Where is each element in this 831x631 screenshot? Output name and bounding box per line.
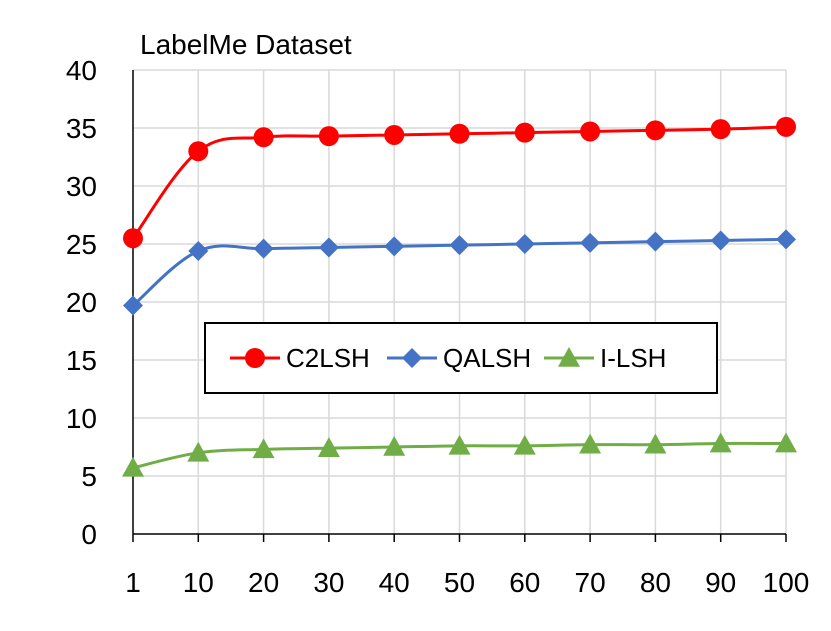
data-point-diamond xyxy=(514,234,535,254)
chart-title: LabelMe Dataset xyxy=(140,29,352,60)
data-point-triangle xyxy=(317,437,340,457)
data-point-diamond xyxy=(645,231,666,252)
x-tick-label: 30 xyxy=(313,567,344,598)
legend-label: C2LSH xyxy=(286,343,370,373)
y-tick-label: 35 xyxy=(66,113,97,144)
data-point-triangle xyxy=(122,456,144,477)
data-point-circle xyxy=(514,122,535,143)
x-tick-labels: 1 10 20 30 40 50 60 70 80 90 100 xyxy=(125,567,809,598)
data-point-diamond xyxy=(580,232,601,253)
data-point-circle xyxy=(776,116,796,137)
legend-marker xyxy=(402,348,422,368)
legend: C2LSH QALSH I-LSH xyxy=(204,322,718,394)
x-tick-label: 20 xyxy=(248,567,279,598)
data-point-diamond xyxy=(776,229,796,250)
x-tick-label: 50 xyxy=(444,567,475,598)
y-tick-label: 0 xyxy=(81,519,97,550)
y-tick-label: 20 xyxy=(66,287,97,318)
x-tick-label: 60 xyxy=(509,567,540,598)
data-point-circle xyxy=(384,124,405,145)
data-point-diamond xyxy=(253,238,274,259)
legend-item-i-lsh: I-LSH xyxy=(544,343,666,373)
series-c2lsh xyxy=(123,116,796,249)
series-i-lsh xyxy=(122,432,797,477)
x-tick-label: 1 xyxy=(125,567,141,598)
data-point-circle xyxy=(580,121,601,142)
data-point-triangle xyxy=(579,433,602,454)
data-point-triangle xyxy=(187,441,210,462)
x-tick-label: 40 xyxy=(379,567,410,598)
data-point-circle xyxy=(253,127,274,148)
y-tick-label: 40 xyxy=(66,55,97,86)
data-point-triangle xyxy=(775,432,797,453)
legend-marker xyxy=(245,348,265,368)
series-qalsh xyxy=(123,229,796,316)
data-point-diamond xyxy=(188,240,209,261)
legend-label: I-LSH xyxy=(600,343,666,373)
data-point-triangle xyxy=(448,434,471,455)
legend-label: QALSH xyxy=(443,343,531,373)
legend-item-c2lsh: C2LSH xyxy=(230,343,370,373)
legend-marker xyxy=(558,347,580,367)
data-point-diamond xyxy=(318,237,339,258)
x-tick-label: 10 xyxy=(183,567,214,598)
data-point-triangle xyxy=(513,434,536,455)
legend-box xyxy=(204,322,718,394)
data-point-circle xyxy=(449,123,470,144)
data-point-diamond xyxy=(710,230,731,251)
x-tick-label: 80 xyxy=(640,567,671,598)
data-point-circle xyxy=(123,228,143,249)
data-point-triangle xyxy=(709,432,732,453)
data-point-circle xyxy=(188,141,209,162)
legend-item-qalsh: QALSH xyxy=(387,343,531,373)
y-tick-label: 5 xyxy=(81,461,97,492)
y-tick-label: 15 xyxy=(66,345,97,376)
data-point-diamond xyxy=(449,235,470,256)
data-point-triangle xyxy=(644,433,667,454)
series-lines xyxy=(122,116,797,477)
data-point-triangle xyxy=(252,438,275,459)
data-point-circle xyxy=(710,119,731,140)
x-tick-label: 100 xyxy=(763,567,810,598)
x-tick-label: 90 xyxy=(705,567,736,598)
data-point-diamond xyxy=(384,236,405,257)
data-point-circle xyxy=(645,120,666,141)
data-point-triangle xyxy=(383,436,406,456)
y-tick-label: 30 xyxy=(66,171,97,202)
y-tick-label: 25 xyxy=(66,229,97,260)
data-point-diamond xyxy=(123,295,143,316)
y-tick-label: 10 xyxy=(66,403,97,434)
y-tick-labels: 0 5 10 15 20 25 30 35 40 xyxy=(66,55,97,550)
x-tick-label: 70 xyxy=(575,567,606,598)
data-point-circle xyxy=(318,126,339,147)
